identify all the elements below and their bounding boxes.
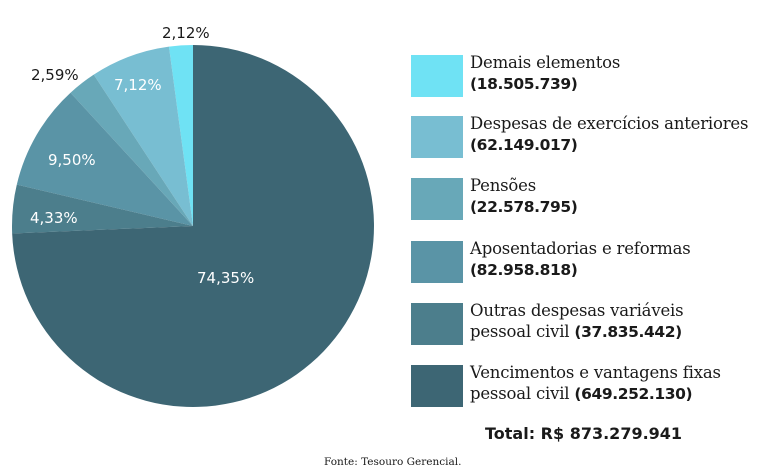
legend-label: Despesas de exercícios anteriores (470, 114, 749, 133)
pie-slice (12, 45, 374, 408)
pie-label-outras: 4,33% (30, 209, 78, 227)
legend-value: (649.252.130) (574, 385, 693, 403)
legend-label: Demais elementos (470, 53, 621, 72)
pie-slice (70, 74, 193, 227)
legend-value: (62.149.017) (470, 136, 578, 154)
legend-swatch (411, 365, 463, 407)
legend-item-vencimentos: Vencimentos e vantagens fixas pessoal civ… (411, 363, 761, 411)
legend-label: Vencimentos e vantagens fixas (470, 363, 721, 382)
source-note: Fonte: Tesouro Gerencial. (324, 456, 462, 468)
pie-label-despesas: 7,12% (114, 76, 162, 94)
pie-label-aposentadorias: 9,50% (48, 151, 96, 169)
pie-label-demais: 2,12% (162, 24, 210, 42)
legend-swatch (411, 241, 463, 283)
pie-slice (11, 184, 193, 234)
legend-swatch (411, 178, 463, 220)
legend-swatch (411, 55, 463, 97)
legend-item-aposentadorias: Aposentadorias e reformas (82.958.818) (411, 239, 761, 287)
pie-label-pensoes: 2,59% (31, 66, 79, 84)
legend-value: (37.835.442) (574, 323, 682, 341)
pie-slice (16, 92, 193, 226)
legend-label: Pensões (470, 176, 536, 195)
pie-chart (11, 44, 374, 408)
legend-value: (22.578.795) (470, 198, 578, 216)
legend-item-outras-despesas: Outras despesas variáveis pessoal civil (… (411, 301, 761, 349)
legend-value: (82.958.818) (470, 261, 578, 279)
pie-label-vencimentos: 74,35% (197, 269, 255, 287)
legend-label: Aposentadorias e reformas (470, 239, 691, 258)
legend-item-despesas-exercicios: Despesas de exercícios anteriores (62.149… (411, 114, 761, 162)
legend-swatch (411, 116, 463, 158)
legend-item-pensoes: Pensões (22.578.795) (411, 176, 761, 224)
pie-slice (93, 46, 193, 226)
legend-value: (18.505.739) (470, 75, 578, 93)
legend-swatch (411, 303, 463, 345)
legend-label: Outras despesas variáveis (470, 301, 684, 320)
legend-item-demais: Demais elementos (18.505.739) (411, 53, 761, 101)
pie-slice (168, 44, 193, 226)
total-label: Total: R$ 873.279.941 (485, 424, 683, 443)
